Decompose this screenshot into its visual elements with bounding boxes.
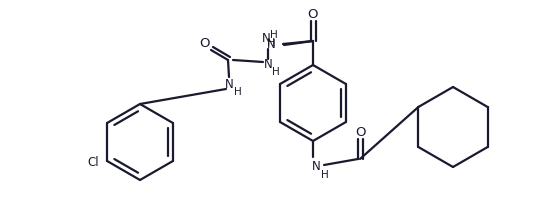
Text: N: N <box>262 32 270 45</box>
Text: H: H <box>267 38 275 48</box>
Text: N: N <box>264 58 272 71</box>
Text: N: N <box>225 77 233 90</box>
Text: N: N <box>266 37 276 50</box>
Text: H: H <box>234 87 242 97</box>
Text: O: O <box>199 36 209 49</box>
Text: O: O <box>355 125 365 138</box>
Text: O: O <box>308 7 318 20</box>
Text: N: N <box>311 161 321 174</box>
Text: H: H <box>272 67 280 77</box>
Text: H: H <box>270 30 278 40</box>
Text: H: H <box>321 170 329 180</box>
Text: Cl: Cl <box>87 156 99 169</box>
